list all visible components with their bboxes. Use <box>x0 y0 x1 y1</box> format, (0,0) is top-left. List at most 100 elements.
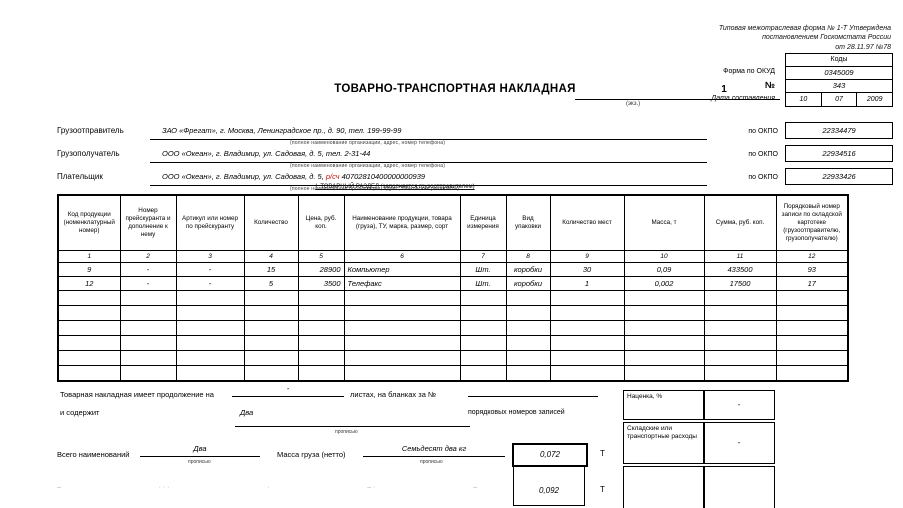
goods-section-title: І. ТОВАРНЫЙ РАЗДЕЛ (заполняется грузоотп… <box>315 184 475 190</box>
payer-caption: (полное наименование организации, адрес,… <box>290 186 460 192</box>
table-cell: Телефакс <box>343 276 461 291</box>
goods-table: Код продукции (номенклатурный номер) Номе… <box>57 194 849 382</box>
net-mass-words: Семьдесят два кг <box>363 444 505 457</box>
table-cell <box>623 320 705 336</box>
faint-marks: – · · · · – · – <box>57 484 477 491</box>
shipper-value: ЗАО «Фрегат», г. Москва, Ленинградское п… <box>150 126 707 140</box>
table-cell <box>505 335 551 351</box>
table-cell <box>343 290 461 306</box>
net-mass-value: 0,072 <box>512 443 588 467</box>
table-cell <box>297 365 345 382</box>
table-cell <box>57 290 121 306</box>
table-cell <box>549 335 625 351</box>
table-cell <box>175 320 245 336</box>
title-underline <box>575 99 780 100</box>
warehouse-value: - <box>703 422 775 464</box>
table-row <box>57 335 849 351</box>
table-cell <box>623 335 705 351</box>
faint-mark: · <box>267 484 270 491</box>
table-row <box>57 320 849 336</box>
table-cell: 11 <box>703 250 777 263</box>
consignee-okpo-value: 22934516 <box>785 145 893 162</box>
table-cell <box>297 335 345 351</box>
table-cell: Вид упаковки <box>505 194 551 251</box>
faint-mark: · · · <box>158 484 170 491</box>
continuation-text: Товарная накладная имеет продолжение на <box>60 390 214 399</box>
table-cell <box>703 290 777 306</box>
total-names-caption: прописью <box>188 459 211 465</box>
table-cell <box>775 350 849 366</box>
table-cell: 1 <box>57 250 121 263</box>
table-cell: Шт. <box>459 262 507 277</box>
records-text: порядковых номеров записей <box>468 409 565 416</box>
table-cell: 1 <box>549 276 625 291</box>
table-cell: 433500 <box>703 262 777 277</box>
table-cell <box>703 365 777 382</box>
table-cell <box>505 290 551 306</box>
table-cell <box>549 290 625 306</box>
table-cell <box>459 365 507 382</box>
table-cell: 17500 <box>703 276 777 291</box>
table-cell <box>459 320 507 336</box>
table-cell <box>175 350 245 366</box>
table-cell <box>623 290 705 306</box>
table-cell <box>623 350 705 366</box>
table-cell <box>775 335 849 351</box>
table-cell: Количество мест <box>549 194 625 251</box>
table-cell <box>549 305 625 321</box>
table-cell <box>549 365 625 382</box>
table-cell: 5 <box>297 250 345 263</box>
table-cell <box>175 365 245 382</box>
table-cell: 12 <box>57 276 121 291</box>
table-cell <box>459 305 507 321</box>
payer-okpo-value: 22933426 <box>785 168 893 185</box>
table-cell: 3 <box>175 250 245 263</box>
total-names-value: Два <box>140 444 260 457</box>
net-mass-unit: Т <box>600 449 605 458</box>
shipper-text: ЗАО «Фрегат», г. Москва, Ленинградское п… <box>162 126 402 135</box>
date-month: 07 <box>820 93 857 106</box>
table-cell: 17 <box>775 276 849 291</box>
table-cell: Количество <box>243 194 299 251</box>
table-cell: 6 <box>343 250 461 263</box>
form-approval-note: Типовая межотраслевая форма № 1-Т Утверж… <box>719 24 891 52</box>
copy-caption: (экз.) <box>626 101 641 107</box>
table-cell <box>175 305 245 321</box>
table-cell <box>775 290 849 306</box>
consignee-label: Грузополучатель <box>57 149 120 158</box>
table-cell <box>57 335 121 351</box>
table-cell <box>505 305 551 321</box>
faint-mark: – <box>473 484 477 491</box>
consignee-text: ООО «Океан», г. Владимир, ул. Садовая, д… <box>162 149 371 158</box>
table-cell <box>243 350 299 366</box>
table-cell <box>343 350 461 366</box>
contains-value: Два <box>240 408 254 417</box>
form-note-line: Типовая межотраслевая форма № 1-Т Утверж… <box>718 25 891 32</box>
total-names-label: Всего наименований <box>57 450 130 459</box>
table-cell: 12 <box>775 250 849 263</box>
table-cell <box>343 320 461 336</box>
table-cell <box>505 350 551 366</box>
markup-label: Наценка, % <box>623 390 705 420</box>
gross-mass-unit: Т <box>600 485 605 494</box>
table-cell: 5 <box>243 276 299 291</box>
table-row: 1 2 3 4 5 6 7 8 9 10 11 12 <box>57 250 849 263</box>
table-cell <box>343 335 461 351</box>
payer-text-post: 40702810400000000939 <box>339 172 426 181</box>
faint-mark: – · <box>367 484 376 491</box>
table-cell <box>297 290 345 306</box>
table-cell <box>297 320 345 336</box>
document-title: ТОВАРНО-ТРАНСПОРТНАЯ НАКЛАДНАЯ <box>334 83 576 95</box>
table-cell <box>119 335 177 351</box>
table-cell <box>119 320 177 336</box>
table-cell <box>549 320 625 336</box>
table-cell <box>119 365 177 382</box>
table-cell: - <box>119 276 177 291</box>
table-cell <box>459 335 507 351</box>
table-cell: 0,002 <box>623 276 705 291</box>
form-note-line: от 28.11.97 №78 <box>835 43 891 51</box>
table-cell: Компьютер <box>343 262 461 277</box>
table-cell: Цена, руб. коп. <box>297 194 345 251</box>
shipper-okpo-label: по ОКПО <box>748 128 778 135</box>
payer-label: Плательщик <box>57 172 103 181</box>
